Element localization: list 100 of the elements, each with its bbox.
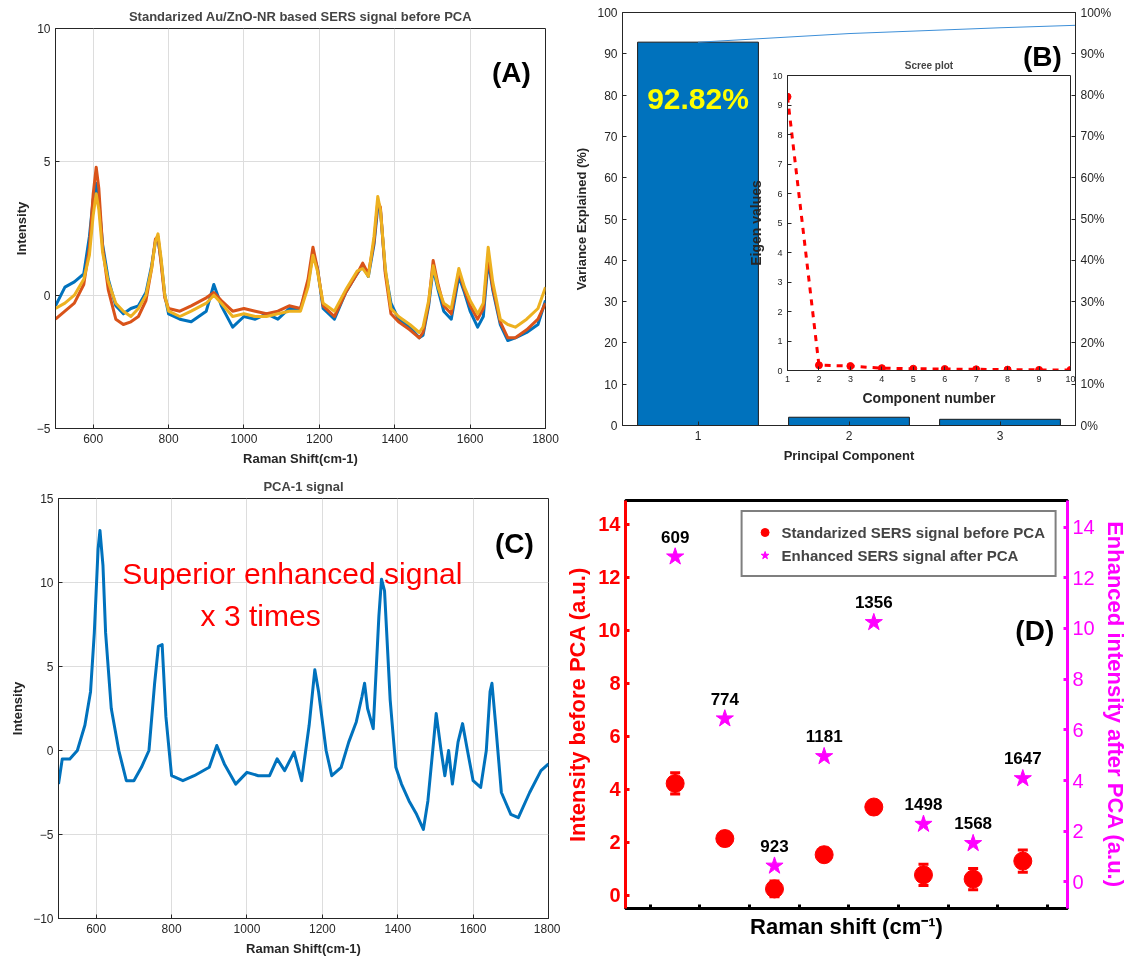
y-tick-label: 1	[777, 336, 783, 346]
x-tick-label: 1600	[459, 921, 487, 936]
x-tick-label: 1800	[533, 921, 561, 936]
x-tick-label: 8	[1005, 373, 1011, 384]
y2-tick-label: 60%	[1080, 170, 1105, 185]
y2-tick-label: 8	[1072, 668, 1084, 691]
x-tick-label: 1000	[230, 431, 258, 446]
x-tick-label: 1	[785, 373, 791, 384]
y-tick-label: 2	[609, 831, 621, 854]
y-tick-label: 2	[777, 306, 783, 317]
chart-title: Scree plot	[904, 59, 954, 71]
x-tick-label: 10	[1065, 373, 1076, 384]
y-tick-label: 5	[46, 660, 54, 674]
x-tick-label: 7	[973, 373, 979, 384]
y-tick-label: 9	[777, 100, 783, 110]
y-axis-title: Intensity	[13, 201, 29, 256]
y-tick-label: 70	[604, 129, 618, 144]
y-tick-label: 10	[598, 619, 621, 642]
y-tick-label: 20	[604, 336, 618, 351]
y-tick-label: 50	[604, 212, 618, 227]
x-axis-title: Raman Shift(cm-1)	[243, 450, 358, 466]
x-tick-label: 2	[845, 428, 853, 443]
y2-tick-label: 10	[1072, 617, 1095, 640]
y2-tick-label: 80%	[1080, 88, 1105, 103]
y-axis-title: Variance Explained (%)	[574, 147, 590, 291]
y-tick-label: 5	[43, 155, 51, 170]
legend-label: Standarized SERS signal before PCA	[781, 523, 1045, 541]
y-tick-label: 8	[777, 129, 783, 140]
x-tick-label: 800	[158, 431, 179, 446]
y2-tick-label: 50%	[1080, 212, 1105, 226]
annotation: (B)	[1023, 41, 1062, 73]
x-tick-label: 4	[879, 373, 885, 384]
data-label: 92.82%	[647, 82, 749, 116]
y-tick-label: 4	[609, 778, 622, 801]
y2-tick-label: 20%	[1080, 335, 1105, 350]
x-tick-label: 2	[816, 373, 822, 384]
annotation: 923	[760, 836, 789, 856]
y-tick-label: 12	[598, 566, 621, 589]
y2-tick-label: 14	[1072, 516, 1095, 539]
y-tick-label: 6	[609, 725, 621, 748]
y-tick-label: −5	[39, 828, 54, 842]
annotation: 774	[710, 689, 740, 709]
y-tick-label: 6	[777, 188, 783, 199]
y-tick-label: 90	[604, 47, 618, 62]
x-axis-title: Principal Component	[783, 447, 916, 463]
y-axis-title: Intensity	[10, 681, 26, 736]
y-tick-label: −10	[33, 912, 54, 926]
annotation: 1568	[954, 814, 993, 834]
y2-axis-title: Enhanced intensity after PCA (a.u.)	[1102, 521, 1128, 888]
x-tick-label: 1000	[233, 921, 261, 936]
y-tick-label: 0	[46, 744, 54, 758]
y-tick-label: 15	[40, 492, 54, 506]
x-tick-label: 1400	[384, 921, 412, 936]
y2-tick-label: 70%	[1080, 129, 1105, 144]
x-tick-label: 800	[161, 921, 182, 936]
annotation: x 3 times	[200, 599, 321, 633]
x-axis-title: Raman shift (cm⁻¹)	[750, 913, 943, 939]
y-axis-title: Eigen values	[748, 179, 765, 266]
x-axis-title: Raman Shift(cm-1)	[246, 940, 361, 956]
x-tick-label: 600	[83, 431, 104, 446]
y2-tick-label: 30%	[1080, 294, 1105, 309]
y2-tick-label: 12	[1072, 566, 1095, 589]
x-tick-label: 6	[942, 373, 948, 384]
y-tick-label: 100	[597, 6, 618, 20]
y-tick-label: 0	[43, 288, 51, 303]
annotation: (A)	[491, 56, 531, 88]
annotation: 1181	[805, 727, 843, 747]
y-tick-label: 30	[604, 295, 618, 310]
x-tick-label: 3	[996, 428, 1004, 443]
y2-tick-label: 90%	[1080, 46, 1105, 61]
x-tick-label: 3	[847, 373, 853, 384]
annotation: 1498	[904, 795, 943, 815]
annotation: (C)	[494, 527, 534, 559]
y-tick-label: 0	[610, 419, 618, 433]
annotation: 1647	[1003, 749, 1042, 769]
y-tick-label: 8	[609, 672, 621, 695]
y-tick-label: 10	[37, 22, 51, 36]
y2-tick-label: 100%	[1080, 5, 1112, 20]
y-tick-label: 0	[777, 365, 783, 376]
x-tick-label: 600	[86, 921, 107, 936]
x-tick-label: 9	[1036, 373, 1042, 384]
y-tick-label: 3	[777, 277, 783, 287]
annotation: (D)	[1015, 614, 1055, 646]
x-tick-label: 1	[694, 428, 702, 443]
y2-tick-label: 2	[1072, 820, 1084, 843]
y2-tick-label: 0	[1072, 870, 1084, 893]
x-tick-label: 1800	[532, 431, 560, 446]
y2-tick-label: 40%	[1080, 253, 1105, 268]
x-tick-label: 5	[910, 373, 916, 384]
y-tick-label: 14	[598, 513, 622, 536]
annotation: Superior enhanced signal	[122, 557, 463, 591]
x-tick-label: 1200	[309, 921, 337, 936]
chart-title: Standarized Au/ZnO-NR based SERS signal before PCA	[128, 8, 473, 24]
chart-title: PCA-1 signal	[263, 478, 344, 494]
y2-tick-label: 0%	[1080, 418, 1099, 433]
y-tick-label: 0	[609, 884, 621, 907]
y-tick-label: 40	[604, 253, 618, 268]
y2-tick-label: 10%	[1080, 377, 1105, 392]
y-tick-label: 7	[777, 159, 783, 169]
y-tick-label: 4	[777, 247, 783, 258]
